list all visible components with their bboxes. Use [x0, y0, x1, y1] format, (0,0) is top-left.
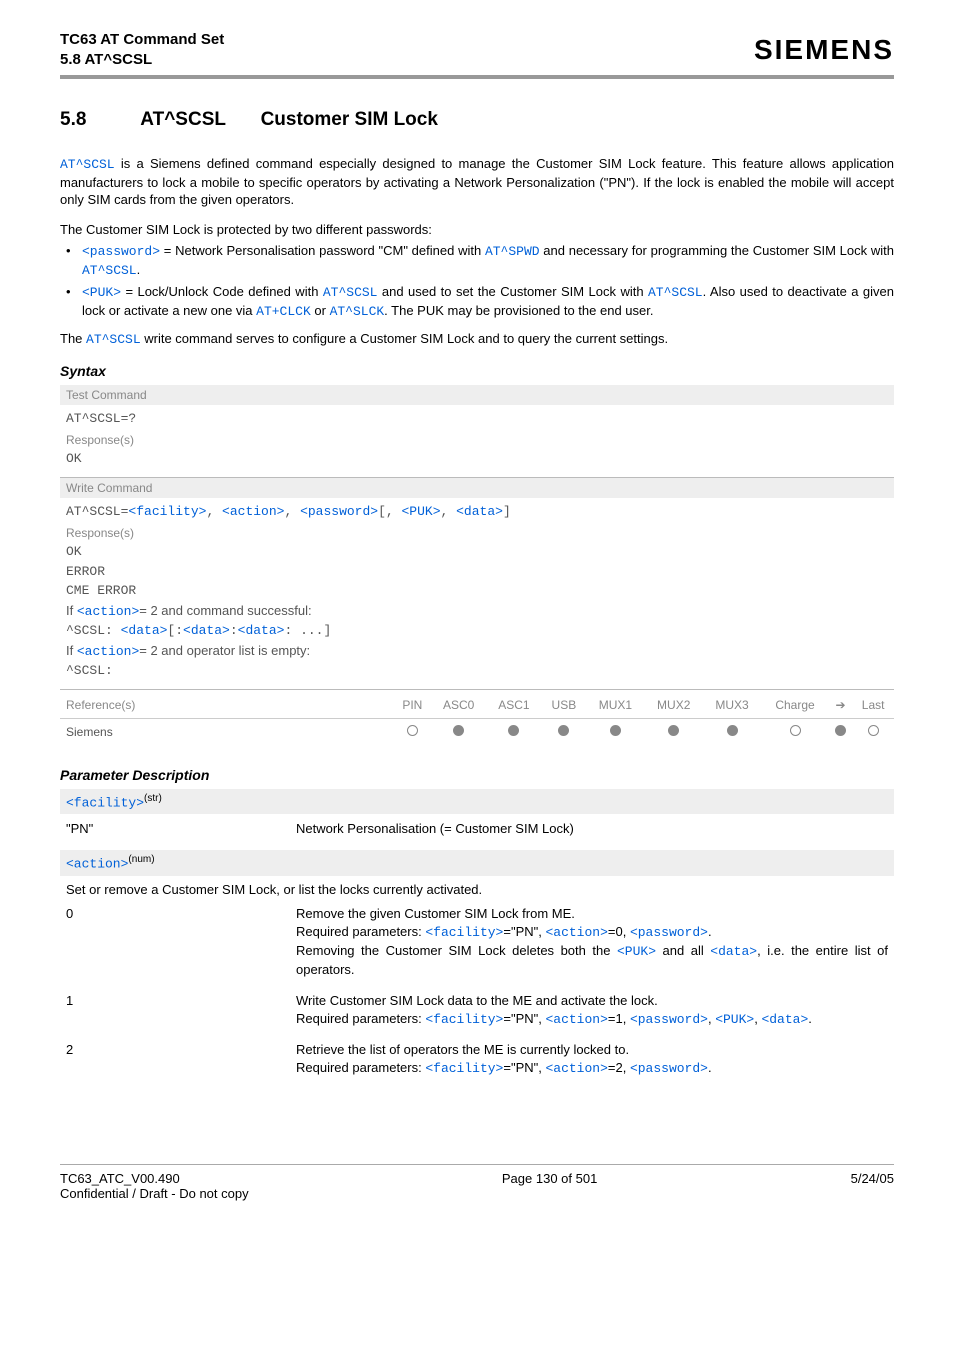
- password-list: <password> = Network Personalisation pas…: [60, 242, 894, 320]
- footer-right: 5/24/05: [851, 1171, 894, 1201]
- col-last: Last: [852, 692, 894, 719]
- dot-icon: [453, 725, 464, 736]
- param-desc: Write Customer SIM Lock data to the ME a…: [296, 992, 888, 1029]
- param-row: "PN" Network Personalisation (= Customer…: [60, 814, 894, 844]
- dot-icon: [508, 725, 519, 736]
- dot-icon: [668, 725, 679, 736]
- response-label: Response(s): [66, 524, 888, 542]
- section-ref: 5.8 AT^SCSL: [60, 50, 224, 70]
- col-pin: PIN: [394, 692, 431, 719]
- list-item: <PUK> = Lock/Unlock Code defined with AT…: [60, 283, 894, 320]
- dot-icon: [558, 725, 569, 736]
- dot-icon: [407, 725, 418, 736]
- param-key: 1: [66, 992, 296, 1029]
- intro-p3: The AT^SCSL write command serves to conf…: [60, 330, 894, 349]
- header-left: TC63 AT Command Set 5.8 AT^SCSL: [60, 30, 224, 69]
- test-command-text: AT^SCSL=?: [66, 409, 888, 429]
- response-if-empty: If <action>= 2 and operator list is empt…: [66, 641, 888, 662]
- col-asc1: ASC1: [486, 692, 541, 719]
- action-intro: Set or remove a Customer SIM Lock, or li…: [60, 876, 894, 899]
- col-mux2: MUX2: [645, 692, 703, 719]
- dot-icon: [835, 725, 846, 736]
- ref-name: Siemens: [60, 718, 394, 745]
- link-atscs1[interactable]: AT^SCSL: [60, 157, 115, 172]
- response-scsl-data: ^SCSL: <data>[:<data>:<data>: ...]: [66, 621, 888, 641]
- param-row: 1 Write Customer SIM Lock data to the ME…: [60, 986, 894, 1035]
- response-cme: CME ERROR: [66, 581, 888, 601]
- dot-icon: [727, 725, 738, 736]
- intro-p1: AT^SCSL is a Siemens defined command esp…: [60, 155, 894, 209]
- page-footer: TC63_ATC_V00.490 Confidential / Draft - …: [60, 1164, 894, 1201]
- doc-title: TC63 AT Command Set: [60, 30, 224, 50]
- syntax-heading: Syntax: [60, 363, 894, 379]
- col-asc0: ASC0: [431, 692, 486, 719]
- col-mux1: MUX1: [586, 692, 644, 719]
- param-key: 2: [66, 1041, 296, 1078]
- section-number: 5.8: [60, 109, 135, 131]
- param-heading: Parameter Description: [60, 767, 894, 783]
- response-scsl-empty: ^SCSL:: [66, 661, 888, 681]
- write-command-block: Write Command AT^SCSL=<facility>, <actio…: [60, 478, 894, 690]
- section-desc: Customer SIM Lock: [261, 109, 438, 130]
- dot-icon: [610, 725, 621, 736]
- write-command-text: AT^SCSL=<facility>, <action>, <password>…: [66, 502, 888, 522]
- reference-table: Reference(s) PIN ASC0 ASC1 USB MUX1 MUX2…: [60, 692, 894, 745]
- param-row: 2 Retrieve the list of operators the ME …: [60, 1035, 894, 1084]
- response-ok: OK: [66, 542, 888, 562]
- table-row: Siemens: [60, 718, 894, 745]
- param-key: "PN": [66, 820, 296, 838]
- col-charge: Charge: [761, 692, 829, 719]
- page-header: TC63 AT Command Set 5.8 AT^SCSL SIEMENS: [60, 30, 894, 69]
- param-desc: Retrieve the list of operators the ME is…: [296, 1041, 888, 1078]
- write-command-label: Write Command: [60, 478, 894, 498]
- response-if-success: If <action>= 2 and command successful:: [66, 601, 888, 622]
- list-item: <password> = Network Personalisation pas…: [60, 242, 894, 279]
- param-key: 0: [66, 905, 296, 980]
- ref-header: Reference(s): [60, 692, 394, 719]
- response-label: Response(s): [66, 431, 888, 449]
- intro-p2: The Customer SIM Lock is protected by tw…: [60, 221, 894, 239]
- param-desc: Network Personalisation (= Customer SIM …: [296, 820, 888, 838]
- section-cmd: AT^SCSL: [140, 109, 255, 131]
- response-error: ERROR: [66, 562, 888, 582]
- param-facility-header: <facility>(str): [60, 789, 894, 814]
- footer-center: Page 130 of 501: [502, 1171, 597, 1201]
- header-rule: [60, 75, 894, 79]
- param-action-header: <action>(num): [60, 850, 894, 875]
- param-desc: Remove the given Customer SIM Lock from …: [296, 905, 888, 980]
- test-command-label: Test Command: [60, 385, 894, 405]
- section-title: 5.8 AT^SCSL Customer SIM Lock: [60, 109, 894, 131]
- brand-logo: SIEMENS: [754, 34, 894, 66]
- col-usb: USB: [541, 692, 586, 719]
- test-command-block: Test Command AT^SCSL=? Response(s) OK: [60, 385, 894, 478]
- dot-icon: [868, 725, 879, 736]
- col-mux3: MUX3: [703, 692, 761, 719]
- response-ok: OK: [66, 449, 888, 469]
- param-row: 0 Remove the given Customer SIM Lock fro…: [60, 899, 894, 986]
- col-arrow: ➔: [829, 692, 852, 719]
- dot-icon: [790, 725, 801, 736]
- footer-left: TC63_ATC_V00.490 Confidential / Draft - …: [60, 1171, 249, 1201]
